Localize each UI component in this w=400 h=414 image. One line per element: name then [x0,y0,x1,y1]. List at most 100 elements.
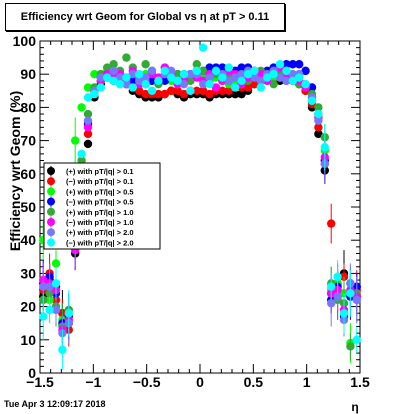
data-point [83,83,93,92]
legend-entry: (−) with pT/|q| > 0.1 [66,177,134,186]
data-point [327,219,336,228]
data-point [109,66,118,76]
data-point [327,282,336,291]
data-point [96,83,106,92]
data-point [186,76,195,86]
y-tick-label: 70 [20,133,36,149]
data-point [314,123,323,132]
data-point [314,109,323,119]
data-point [224,63,233,72]
data-point [179,70,189,79]
data-point [192,86,201,96]
data-point [167,73,176,82]
data-point [179,79,189,89]
data-point [109,60,118,69]
data-point [103,63,112,72]
data-point [77,103,86,112]
y-tick-label: 90 [20,66,36,82]
data-point [199,86,208,96]
data-point [115,79,125,89]
data-point [250,73,259,82]
y-tick-label: 50 [20,199,36,215]
data-point [83,109,93,119]
data-point [288,70,297,79]
y-tick-label: 0 [28,365,36,381]
x-tick-label: −1.5 [26,374,54,390]
data-point [141,79,150,89]
timestamp: Tue Apr 3 12:09:17 2018 [4,399,106,409]
data-point [269,70,278,79]
data-point [45,282,54,291]
data-point [122,53,131,62]
data-point [275,60,285,69]
data-point [122,79,131,89]
x-tick-label: 0.5 [244,374,264,390]
data-point [237,89,246,99]
x-tick-label: 1.5 [350,374,370,390]
data-point [83,93,93,102]
data-point [301,66,310,76]
data-point [199,43,208,52]
y-tick-label: 60 [20,166,36,182]
data-point [211,66,221,76]
legend-marker [47,207,55,216]
legend-marker [47,238,55,247]
data-point [154,76,163,86]
data-point [83,123,93,132]
data-point [256,70,265,79]
data-point [173,70,182,79]
data-point [141,89,150,99]
y-tick-label: 100 [13,33,37,49]
data-point [263,73,272,82]
y-axis-label: Efficiency wrt Geom (%) [7,91,23,251]
data-point [288,60,297,69]
data-point [346,289,355,298]
data-point [71,136,80,145]
data-point [128,83,137,92]
data-point [45,305,54,315]
data-point [160,76,169,86]
data-point [64,309,74,318]
data-point [275,73,285,82]
data-point [231,73,240,82]
data-point [269,79,278,89]
data-point [160,89,169,99]
data-point [295,60,304,69]
data-point [282,60,291,69]
data-point [39,282,48,291]
data-point [83,139,93,149]
legend-marker [47,218,55,226]
data-point [327,299,336,308]
data-point [173,76,182,86]
data-point [333,292,342,301]
data-point [51,259,61,268]
legend-entry: (+) with pT/|q| > 1.0 [66,208,134,217]
data-point [135,70,144,79]
x-axis-label: η [351,400,358,414]
data-point [237,76,246,86]
legend-marker [47,228,55,237]
y-tick-label: 80 [20,99,36,115]
data-point [288,76,297,86]
data-point [250,79,259,89]
data-point [314,116,323,125]
data-point [192,60,201,69]
data-point [224,76,233,86]
data-point [186,70,195,79]
chart-title: Efficiency wrt Geom for Global vs η at p… [5,3,285,31]
data-point [186,86,195,96]
data-point [307,83,317,92]
data-point [211,83,221,92]
data-point [218,63,227,72]
data-point [205,89,214,99]
data-point [256,76,265,86]
data-point [154,89,163,99]
data-point [167,86,176,96]
data-point [205,73,214,82]
data-point [243,70,253,79]
data-point [147,86,157,96]
legend-entry: (−) with pT/|q| > 0.5 [66,198,134,207]
data-point [307,96,317,105]
data-point [128,76,137,86]
data-point [115,73,125,82]
